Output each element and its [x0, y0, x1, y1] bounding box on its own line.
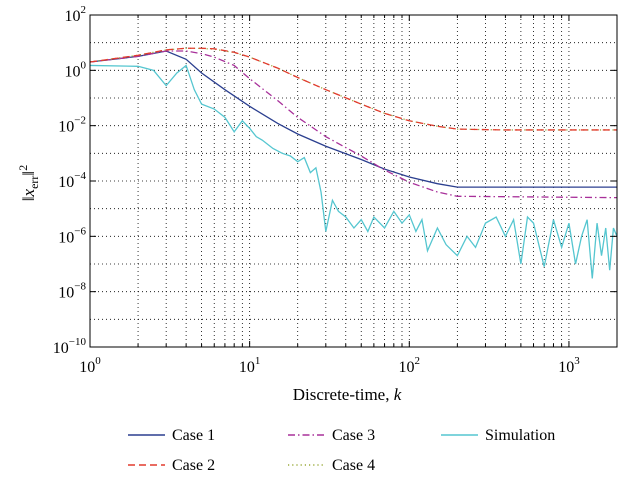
y-tick-label-5: 100: [65, 59, 87, 80]
y-tick-label-3: 10−4: [58, 170, 86, 191]
grid: [90, 15, 618, 347]
series-line-simulation: [90, 64, 617, 279]
y-tick-label-2: 10−6: [58, 225, 86, 246]
legend-label-5: Simulation: [485, 427, 555, 444]
ticks: [90, 14, 618, 348]
x-tick-label-0: 100: [79, 355, 101, 376]
series-line-case-3: [90, 50, 617, 199]
y-tick-label-0: 10−10: [53, 336, 87, 357]
series-line-case-2: [90, 47, 617, 131]
legend-label-1: Case 1: [172, 427, 215, 444]
series-layer: [90, 47, 617, 279]
legend-label-4: Case 4: [332, 457, 375, 474]
x-tick-label-3: 103: [558, 355, 580, 376]
y-axis-label: ‖xerr‖2: [16, 165, 41, 201]
legend-label-2: Case 2: [172, 457, 215, 474]
y-tick-label-6: 102: [65, 4, 87, 25]
legend-label-3: Case 3: [332, 427, 375, 444]
x-axis-label: Discrete-time, k: [293, 385, 402, 404]
y-tick-label-1: 10−8: [58, 281, 86, 302]
legend: Case 1 Case 2 Case 3 Case 4 Simulation: [128, 427, 555, 474]
y-tick-labels: 10−10 10−8 10−6 10−4 10−2 100 102: [53, 4, 87, 357]
x-tick-label-1: 101: [239, 355, 261, 376]
plot-frame: [89, 14, 618, 348]
x-tick-labels: 100 101 102 103: [79, 355, 580, 376]
series-line-case-4: [90, 47, 617, 131]
y-tick-label-4: 10−2: [58, 115, 86, 136]
x-tick-label-2: 102: [399, 355, 421, 376]
series-line-case-1: [90, 50, 617, 188]
